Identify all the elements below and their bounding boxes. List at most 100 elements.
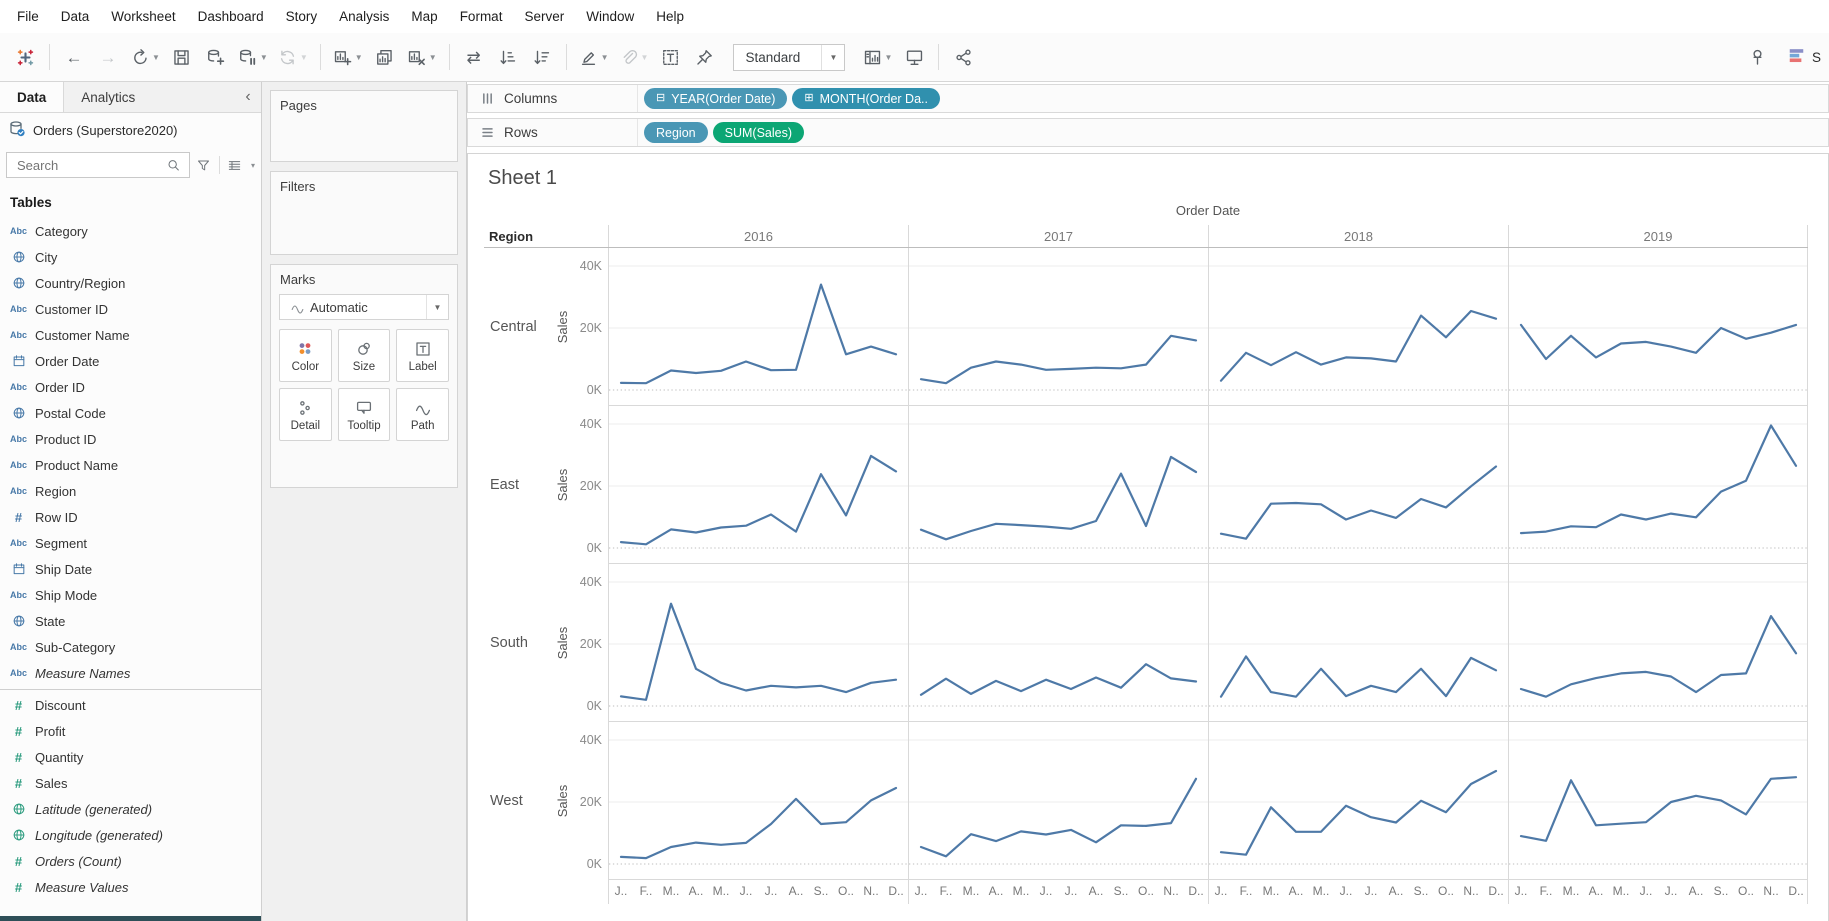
chevron-down-icon[interactable]: ▼ (640, 52, 649, 62)
month-label[interactable]: O.. (837, 884, 855, 898)
month-label[interactable]: M.. (1562, 884, 1580, 898)
menu-item-analysis[interactable]: Analysis (339, 9, 390, 24)
month-label[interactable]: J.. (1039, 884, 1053, 898)
clear-sheet-button[interactable]: ▼ (404, 41, 440, 73)
menu-item-file[interactable]: File (17, 9, 39, 24)
refresh-button[interactable]: ▼ (275, 41, 311, 73)
month-label[interactable]: J.. (1214, 884, 1228, 898)
field-discount[interactable]: # Discount (0, 692, 261, 718)
datasource-row[interactable]: Orders (Superstore2020) (0, 113, 261, 147)
month-label[interactable]: A.. (688, 884, 704, 898)
menu-item-format[interactable]: Format (459, 9, 503, 24)
month-label[interactable]: D.. (888, 884, 904, 898)
field-product-name[interactable]: Abc Product Name (0, 452, 261, 478)
month-label[interactable]: A.. (988, 884, 1004, 898)
field-product-id[interactable]: Abc Product ID (0, 426, 261, 452)
tableau-logo[interactable] (10, 41, 40, 73)
field-sales[interactable]: # Sales (0, 770, 261, 796)
chevron-down-icon[interactable]: ▾ (250, 160, 255, 170)
redo-button[interactable]: → (93, 41, 123, 73)
region-label-west[interactable]: West (490, 793, 523, 809)
chart-panel-west-2019[interactable] (1508, 722, 1808, 880)
chart-panel-central-2018[interactable] (1208, 248, 1508, 406)
filter-fields-button[interactable] (193, 154, 215, 176)
sales-axis-label[interactable]: Sales (555, 310, 570, 344)
month-label[interactable]: N.. (1463, 884, 1479, 898)
chart-panel-east-2019[interactable] (1508, 406, 1808, 564)
menu-item-server[interactable]: Server (524, 9, 565, 24)
undo-button[interactable]: ← (59, 41, 89, 73)
month-label[interactable]: M.. (712, 884, 730, 898)
pill-region[interactable]: Region (644, 122, 708, 143)
column-field-header[interactable]: Order Date (1175, 203, 1241, 218)
field-category[interactable]: Abc Category (0, 218, 261, 244)
chevron-down-icon[interactable]: ▼ (299, 52, 308, 62)
month-label[interactable]: N.. (1763, 884, 1779, 898)
month-label[interactable]: O.. (1437, 884, 1455, 898)
chart-panel-west-2017[interactable] (908, 722, 1208, 880)
chevron-down-icon[interactable]: ▼ (152, 52, 160, 62)
pill-month-order-da[interactable]: ⊞ MONTH(Order Da.. (792, 88, 940, 109)
field-ship-date[interactable]: Ship Date (0, 556, 261, 582)
menu-item-help[interactable]: Help (656, 9, 684, 24)
filters-card[interactable]: Filters (270, 171, 458, 255)
field-measure-names[interactable]: Abc Measure Names (0, 660, 261, 686)
search-input-box[interactable] (6, 152, 190, 178)
view-data-grid-button[interactable] (224, 154, 246, 176)
chevron-down-icon[interactable]: ▼ (354, 52, 363, 62)
month-label[interactable]: J.. (614, 884, 628, 898)
field-orders-count[interactable]: # Orders (Count) (0, 848, 261, 874)
fix-axes-button[interactable] (689, 41, 719, 73)
menu-item-map[interactable]: Map (411, 9, 438, 24)
new-datasource-button[interactable] (201, 41, 231, 73)
chart-panel-south-2017[interactable] (908, 564, 1208, 722)
field-order-id[interactable]: Abc Order ID (0, 374, 261, 400)
show-mark-labels-button[interactable] (655, 41, 685, 73)
month-label[interactable]: F.. (1539, 884, 1553, 898)
tooltip-button[interactable]: Tooltip (337, 388, 391, 441)
month-label[interactable]: J.. (1664, 884, 1678, 898)
field-ship-mode[interactable]: Abc Ship Mode (0, 582, 261, 608)
month-label[interactable]: D.. (1188, 884, 1204, 898)
sales-axis-label[interactable]: Sales (555, 468, 570, 502)
mark-type-dropdown[interactable]: Automatic ▼ (279, 294, 449, 320)
month-label[interactable]: J.. (764, 884, 778, 898)
region-label-south[interactable]: South (490, 635, 528, 651)
month-label[interactable]: O.. (1737, 884, 1755, 898)
month-label[interactable]: F.. (1239, 884, 1253, 898)
menu-item-window[interactable]: Window (586, 9, 635, 24)
month-label[interactable]: D.. (1788, 884, 1804, 898)
share-button[interactable] (948, 41, 978, 73)
year-header-2019[interactable]: 2019 (1508, 225, 1808, 247)
year-header-2018[interactable]: 2018 (1208, 225, 1508, 247)
month-label[interactable]: N.. (863, 884, 879, 898)
year-header-2017[interactable]: 2017 (908, 225, 1208, 247)
search-input[interactable] (15, 156, 163, 174)
swap-rows-columns-button[interactable]: ⇄ (459, 41, 489, 73)
month-label[interactable]: A.. (1088, 884, 1104, 898)
size-button[interactable]: Size (337, 329, 391, 382)
label-button[interactable]: Label (396, 329, 449, 382)
replay-button[interactable]: ▼ (127, 41, 163, 73)
row-field-header[interactable]: Region (489, 228, 534, 244)
menu-item-dashboard[interactable]: Dashboard (197, 9, 264, 24)
field-customer-id[interactable]: Abc Customer ID (0, 296, 261, 322)
month-label[interactable]: N.. (1163, 884, 1179, 898)
sort-descending-button[interactable] (527, 41, 557, 73)
chart-panel-east-2018[interactable] (1208, 406, 1508, 564)
expand-hierarchy-icon[interactable]: ⊞ (804, 92, 814, 104)
month-label[interactable]: J.. (1514, 884, 1528, 898)
chart-panel-west-2018[interactable] (1208, 722, 1508, 880)
menu-item-worksheet[interactable]: Worksheet (111, 9, 176, 24)
year-header-2016[interactable]: 2016 (608, 225, 908, 247)
month-label[interactable]: O.. (1137, 884, 1155, 898)
field-postal-code[interactable]: Postal Code (0, 400, 261, 426)
new-worksheet-button[interactable]: ▼ (330, 41, 366, 73)
rows-shelf[interactable]: Rows Region SUM(Sales) (467, 118, 1829, 147)
region-label-central[interactable]: Central (490, 319, 537, 335)
month-label[interactable]: A.. (788, 884, 804, 898)
field-row-id[interactable]: # Row ID (0, 504, 261, 530)
month-label[interactable]: M.. (1262, 884, 1280, 898)
field-region[interactable]: Abc Region (0, 478, 261, 504)
tab-analytics[interactable]: Analytics (81, 89, 136, 105)
